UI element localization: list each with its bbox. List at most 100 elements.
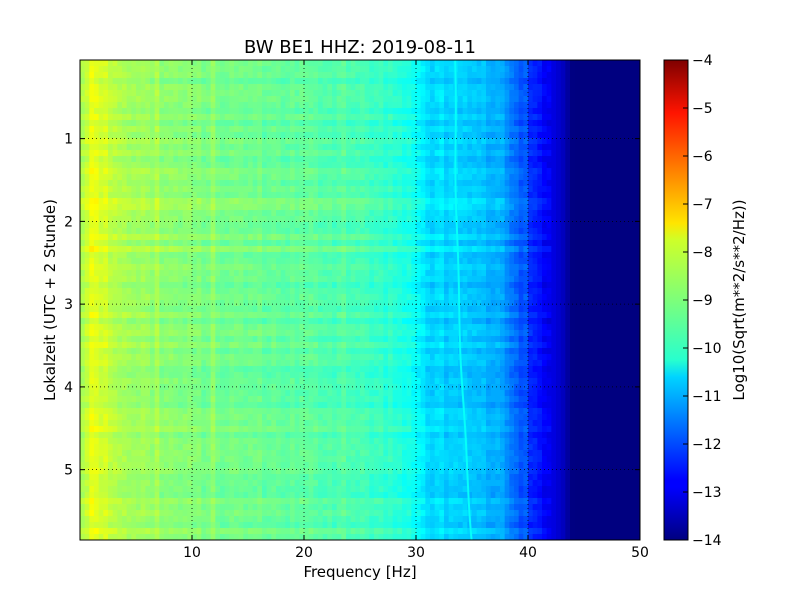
heatmap-cell xyxy=(481,72,487,79)
heatmap-cell xyxy=(238,108,244,115)
heatmap-cell xyxy=(514,120,520,127)
heatmap-cell xyxy=(94,72,100,79)
heatmap-cell xyxy=(332,222,338,229)
heatmap-cell xyxy=(318,168,324,175)
heatmap-cell xyxy=(136,120,142,127)
heatmap-cell xyxy=(556,246,562,253)
heatmap-cell xyxy=(164,108,170,115)
heatmap-cell xyxy=(341,72,347,79)
heatmap-cell xyxy=(444,282,450,289)
heatmap-cell xyxy=(476,150,482,157)
heatmap-cell xyxy=(304,234,310,241)
heatmap-cell xyxy=(607,192,613,199)
heatmap-cell xyxy=(565,156,571,163)
heatmap-cell xyxy=(369,114,375,121)
heatmap-cell xyxy=(495,294,501,301)
heatmap-cell xyxy=(593,258,599,265)
heatmap-cell xyxy=(621,114,627,121)
heatmap-cell xyxy=(159,186,165,193)
heatmap-cell xyxy=(243,246,249,253)
heatmap-cell xyxy=(388,120,394,127)
heatmap-cell xyxy=(322,162,328,169)
heatmap-cell xyxy=(294,228,300,235)
heatmap-cell xyxy=(80,222,86,229)
heatmap-cell xyxy=(299,270,305,277)
heatmap-cell xyxy=(602,108,608,115)
heatmap-cell xyxy=(570,300,576,307)
heatmap-cell xyxy=(84,300,90,307)
heatmap-cell xyxy=(89,282,95,289)
heatmap-cell xyxy=(560,132,566,139)
heatmap-cell xyxy=(294,180,300,187)
heatmap-cell xyxy=(383,180,389,187)
heatmap-cell xyxy=(546,144,552,151)
heatmap-cell xyxy=(336,258,342,265)
heatmap-cell xyxy=(593,174,599,181)
heatmap-cell xyxy=(542,228,548,235)
heatmap-cell xyxy=(196,72,202,79)
heatmap-cell xyxy=(206,216,212,223)
heatmap-cell xyxy=(252,198,258,205)
heatmap-cell xyxy=(523,126,529,133)
heatmap-cell xyxy=(411,294,417,301)
heatmap-cell xyxy=(210,246,216,253)
heatmap-cell xyxy=(332,180,338,187)
heatmap-cell xyxy=(472,60,478,67)
heatmap-cell xyxy=(584,276,590,283)
heatmap-cell xyxy=(266,132,272,139)
heatmap-cell xyxy=(500,270,506,277)
heatmap-cell xyxy=(94,240,100,247)
heatmap-cell xyxy=(374,252,380,259)
heatmap-cell xyxy=(122,90,128,97)
heatmap-cell xyxy=(509,150,515,157)
heatmap-cell xyxy=(243,210,249,217)
heatmap-cell xyxy=(154,294,160,301)
heatmap-cell xyxy=(210,300,216,307)
heatmap-cell xyxy=(518,300,524,307)
heatmap-cell xyxy=(145,264,151,271)
heatmap-cell xyxy=(84,240,90,247)
heatmap-cell xyxy=(439,60,445,67)
heatmap-cell xyxy=(276,246,282,253)
heatmap-cell xyxy=(514,270,520,277)
heatmap-cell xyxy=(388,216,394,223)
heatmap-cell xyxy=(481,102,487,109)
heatmap-cell xyxy=(80,264,86,271)
heatmap-cell xyxy=(112,174,118,181)
heatmap-cell xyxy=(346,72,352,79)
heatmap-cell xyxy=(313,144,319,151)
heatmap-cell xyxy=(290,240,296,247)
heatmap-cell xyxy=(341,234,347,241)
heatmap-cell xyxy=(416,90,422,97)
heatmap-cell xyxy=(168,108,174,115)
heatmap-cell xyxy=(112,258,118,265)
heatmap-cell xyxy=(187,300,193,307)
heatmap-cell xyxy=(84,90,90,97)
heatmap-cell xyxy=(266,270,272,277)
heatmap-cell xyxy=(89,168,95,175)
heatmap-cell xyxy=(579,180,585,187)
heatmap-cell xyxy=(364,144,370,151)
heatmap-cell xyxy=(131,126,137,133)
heatmap-cell xyxy=(294,96,300,103)
heatmap-cell xyxy=(467,276,473,283)
heatmap-cell xyxy=(210,96,216,103)
heatmap-cell xyxy=(308,216,314,223)
heatmap-cell xyxy=(131,186,137,193)
heatmap-cell xyxy=(220,186,226,193)
heatmap-cell xyxy=(556,126,562,133)
heatmap-cell xyxy=(481,168,487,175)
heatmap-cell xyxy=(308,192,314,199)
heatmap-cell xyxy=(402,228,408,235)
heatmap-cell xyxy=(392,222,398,229)
heatmap-cell xyxy=(518,282,524,289)
heatmap-cell xyxy=(108,282,114,289)
heatmap-cell xyxy=(192,90,198,97)
heatmap-cell xyxy=(271,144,277,151)
heatmap-cell xyxy=(476,114,482,121)
heatmap-cell xyxy=(570,126,576,133)
heatmap-cell xyxy=(560,246,566,253)
heatmap-cell xyxy=(318,300,324,307)
heatmap-cell xyxy=(313,246,319,253)
heatmap-cell xyxy=(607,108,613,115)
